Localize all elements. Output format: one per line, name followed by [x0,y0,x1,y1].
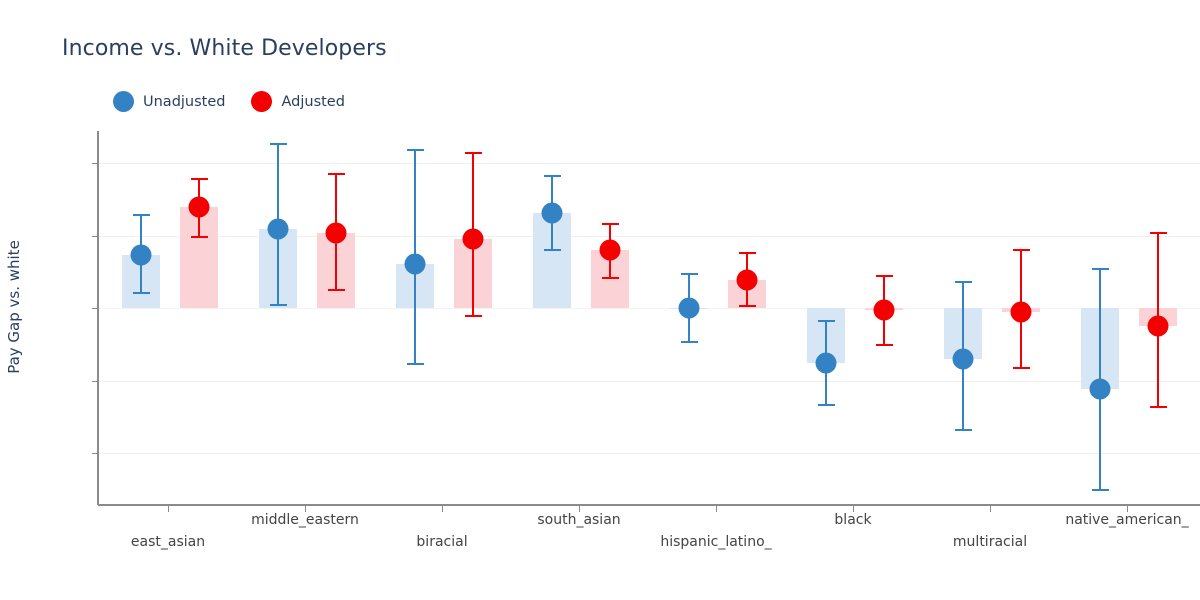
error-bar-cap-upper [738,252,756,255]
y-axis-title: Pay Gap vs. white [5,240,23,374]
error-bar-cap-upper [601,222,619,225]
x-axis-tick-label: biracial [416,534,468,550]
x-axis-tick-label: black [834,512,872,528]
x-axis-tick [579,505,580,512]
data-point-hispanic_latino_-adjusted[interactable] [736,269,758,291]
legend-item-adjusted[interactable]: Adjusted [251,91,345,112]
y-axis-line [97,131,99,505]
x-axis-tick [716,505,717,512]
y-axis-tick [92,163,98,165]
x-axis-tick-label: east_asian [130,534,206,550]
x-axis-line [98,504,1200,506]
data-point-native_american_-unadjusted[interactable] [1089,378,1111,400]
data-point-east_asian-unadjusted[interactable] [130,244,152,266]
y-axis-tick [92,453,98,455]
error-bar-cap-lower [680,341,698,344]
y-axis-tick [92,235,98,237]
x-axis-tick [305,505,306,512]
error-bar-cap-lower [954,429,972,432]
error-bar-cap-upper [954,281,972,284]
data-point-black-unadjusted[interactable] [815,352,837,374]
x-axis-tick [1127,505,1128,512]
error-bar-cap-lower [269,304,287,307]
y-axis-tick [92,308,98,310]
error-bar-cap-lower [817,404,835,407]
error-bar-cap-upper [327,173,345,176]
legend-label: Adjusted [281,93,345,110]
chart-legend: Unadjusted Adjusted [113,91,345,112]
plot-area: 20.0%10.0%0.0%−10.0%−20.0% [92,131,1200,505]
x-axis-tick [853,505,854,512]
data-point-south_asian-unadjusted[interactable] [541,202,563,224]
error-bar-cap-upper [680,272,698,275]
x-axis-tick-label: south_asian [537,512,621,528]
x-axis-tick-label: multiracial [952,534,1028,550]
data-point-hispanic_latino_-unadjusted[interactable] [678,297,700,319]
error-bar-cap-upper [817,319,835,322]
gridline [98,453,1200,455]
error-bar-cap-lower [406,363,424,366]
data-point-east_asian-adjusted[interactable] [188,196,210,218]
error-bar-cap-lower [132,292,150,295]
x-axis-tick-label: hispanic_latino_ [660,534,772,550]
error-bar-cap-upper [406,148,424,151]
data-point-multiracial-unadjusted[interactable] [952,348,974,370]
error-bar-cap-upper [190,177,208,180]
x-axis-tick [168,505,169,512]
error-bar-cap-upper [132,213,150,216]
y-axis-tick [92,380,98,382]
error-bar-cap-lower [1012,366,1030,369]
error-bar-cap-upper [543,175,561,178]
legend-marker-icon [113,91,134,112]
chart-title: Income vs. White Developers [62,36,387,61]
gridline [98,380,1200,382]
error-bar-cap-lower [543,248,561,251]
error-bar-cap-lower [601,276,619,279]
data-point-native_american_-adjusted[interactable] [1147,315,1169,337]
data-point-multiracial-adjusted[interactable] [1010,301,1032,323]
error-bar-cap-lower [190,236,208,239]
error-bar-cap-upper [1091,268,1109,271]
error-bar-cap-upper [1012,249,1030,252]
data-point-middle_eastern-unadjusted[interactable] [267,218,289,240]
error-bar-cap-lower [1091,488,1109,491]
error-bar-cap-lower [738,305,756,308]
error-bar-cap-lower [875,344,893,347]
gridline [98,235,1200,237]
data-point-south_asian-adjusted[interactable] [599,239,621,261]
data-point-biracial-adjusted[interactable] [462,228,484,250]
x-axis-tick-label: native_american_ [1065,512,1189,528]
error-bar-cap-upper [269,142,287,145]
error-bar-cap-upper [875,274,893,277]
legend-marker-icon [251,91,273,112]
error-bar-cap-lower [464,314,482,317]
data-point-middle_eastern-adjusted[interactable] [325,222,347,244]
error-bar-cap-upper [1149,231,1167,234]
x-axis-tick [990,505,991,512]
error-bar-cap-lower [1149,405,1167,408]
error-bar-cap-upper [464,152,482,155]
x-axis-tick-label: middle_eastern [251,512,359,528]
data-point-black-adjusted[interactable] [873,299,895,321]
legend-item-unadjusted[interactable]: Unadjusted [113,91,225,112]
gridline [98,163,1200,165]
x-axis-tick [442,505,443,512]
gridline [98,308,1200,310]
error-bar-cap-lower [327,289,345,292]
legend-label: Unadjusted [143,93,226,110]
data-point-biracial-unadjusted[interactable] [404,253,426,275]
